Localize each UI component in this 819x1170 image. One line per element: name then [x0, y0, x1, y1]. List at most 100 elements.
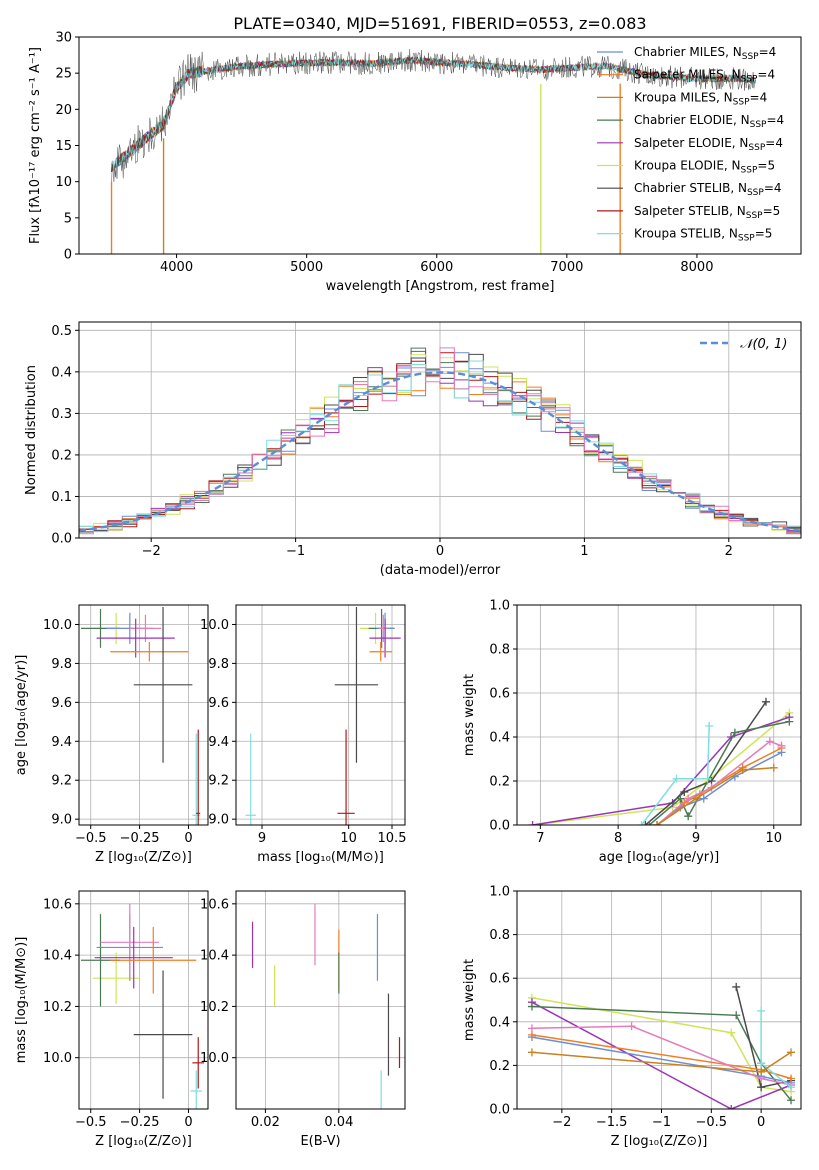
y-tick-label: 0.6: [489, 972, 510, 987]
weight-marker: [732, 1011, 741, 1020]
weight-series-line: [531, 997, 792, 1093]
axes-frame: [78, 604, 209, 826]
weight-marker: [691, 794, 700, 803]
y-tick-label: 9.2: [51, 774, 72, 789]
weight-marker: [680, 788, 689, 796]
x-axis-label: (data-model)/error: [380, 563, 501, 578]
x-tick-label: 10: [765, 831, 782, 846]
x-tick-label: 0.02: [251, 1115, 280, 1130]
y-tick-label: 9.6: [51, 696, 72, 711]
weight-series-line: [644, 701, 767, 825]
data-point: [369, 618, 401, 658]
y-tick-label: 20: [55, 103, 72, 118]
weight-marker: [645, 821, 654, 825]
legend-entry: Salpeter ELODIE, NSSP=4: [634, 136, 783, 153]
x-tick-label: 10.5: [378, 831, 407, 846]
data-point: [100, 903, 160, 981]
spectrum-line-chabrier-stelib: [111, 49, 756, 187]
data-point: [110, 926, 197, 994]
y-tick-label: 10.0: [43, 618, 72, 633]
y-tick-label: 25: [55, 67, 72, 82]
axes-frame: [78, 890, 209, 1110]
weight-marker: [699, 794, 708, 803]
y-tick-label: 0.5: [51, 324, 72, 339]
x-tick-label: 4000: [160, 260, 193, 275]
x-axis-label: age [log₁₀(age/yr)]: [599, 850, 720, 865]
y-tick-label: 9.0: [51, 813, 72, 828]
y-tick-label: 0.6: [489, 687, 510, 702]
y-tick-label: 10.0: [200, 1051, 229, 1066]
x-tick-label: −0.25: [120, 831, 160, 846]
weight-marker: [761, 697, 770, 706]
x-tick-label: −0.5: [75, 1115, 107, 1130]
panel-weight_vs_age: 7 8 9 10 0.0 0.2 0.4 0.6 0.8 1.0 age [log₁₀(age/yr…: [462, 599, 802, 865]
x-tick-label: −0.25: [120, 1115, 160, 1130]
legend-entry: Chabrier MILES, NSSP=4: [634, 45, 776, 62]
y-axis-label: mass [log₁₀(M/M⊙)]: [14, 937, 29, 1064]
x-tick-label: 7: [536, 831, 544, 846]
x-tick-label: 2: [725, 544, 733, 559]
y-tick-label: 0.4: [51, 365, 72, 380]
figure-title: PLATE=0340, MJD=51691, FIBERID=0553, z=0…: [233, 14, 646, 33]
x-tick-label: −1.5: [596, 1115, 628, 1130]
weight-marker: [757, 1083, 766, 1092]
weight-marker: [738, 766, 747, 774]
y-tick-label: 30: [55, 31, 72, 46]
y-tick-label: 0.4: [489, 731, 510, 746]
y-tick-label: 1.0: [489, 599, 510, 614]
panel-age_vs_mass: 9 10 10.5 9.0 9.2 9.4 9.6 9.8 10.0 mass [log₁₀(M/…: [200, 604, 407, 865]
normal-curve: [78, 371, 802, 532]
y-axis-label: Normed distribution: [24, 365, 39, 495]
y-axis-label: age [log₁₀(age/yr)]: [14, 655, 29, 776]
y-tick-label: 10.0: [200, 618, 229, 633]
y-tick-label: 0.1: [51, 490, 72, 505]
data-point: [196, 729, 201, 825]
x-tick-label: 0: [184, 831, 192, 846]
weight-marker: [705, 722, 714, 730]
weight-series-line: [760, 1010, 792, 1088]
y-tick-label: 10.6: [43, 897, 72, 912]
weight-marker: [637, 821, 646, 825]
weight-marker: [684, 812, 693, 821]
weight-marker: [732, 982, 741, 991]
weight-marker: [730, 728, 739, 737]
x-axis-label: mass [log₁₀(M/M⊙)]: [257, 850, 384, 865]
data-point: [190, 1070, 203, 1109]
axes-frame: [516, 890, 802, 1110]
weight-marker: [777, 741, 786, 750]
data-point: [129, 614, 162, 642]
y-tick-label: 0.4: [489, 1015, 510, 1030]
panel-residual_histogram: −2 −1 0 1 2 0.0 0.1 0.2 0.3 0.4 0.5 (data-model)/er…: [24, 321, 802, 578]
y-tick-label: 0.2: [489, 775, 510, 790]
legend-entry: Kroupa ELODIE, NSSP=5: [634, 159, 775, 176]
y-tick-label: 10.6: [200, 897, 229, 912]
x-tick-label: −1: [652, 1115, 671, 1130]
weight-marker: [527, 1024, 536, 1033]
weight-marker: [757, 1067, 766, 1076]
legend: 𝒩(0, 1): [700, 337, 787, 352]
weight-marker: [703, 774, 712, 783]
data-point: [337, 729, 355, 825]
y-tick-label: 0.0: [489, 1103, 510, 1118]
data-point: [192, 1037, 205, 1089]
y-tick-label: 10.4: [43, 949, 72, 964]
histogram-series: [79, 347, 801, 535]
y-tick-label: 0.0: [51, 532, 72, 547]
y-tick-label: 5: [64, 211, 72, 226]
weight-series-line: [656, 767, 774, 825]
axes-frame: [78, 36, 802, 255]
weight-marker: [676, 794, 685, 803]
weight-marker: [727, 1105, 736, 1109]
panel-weight_vs_Z: −2 −1.5 −1 −0.5 0 0.0 0.2 0.4 0.6 0.8 1.0 Z [log₁₀(…: [462, 885, 802, 1149]
panel-spectrum: 4000 5000 6000 7000 8000 0 5 10 15 20 25 30 waveleng…: [28, 31, 802, 294]
axes-frame: [516, 604, 802, 826]
weight-marker: [787, 1083, 796, 1092]
axes-frame: [235, 890, 406, 1110]
y-tick-label: 9.8: [208, 657, 229, 672]
legend-entry: Chabrier ELODIE, NSSP=4: [634, 113, 784, 130]
y-tick-label: 0.2: [51, 448, 72, 463]
weight-marker: [765, 737, 774, 746]
y-tick-label: 0.3: [51, 407, 72, 422]
weight-marker: [787, 1096, 796, 1105]
